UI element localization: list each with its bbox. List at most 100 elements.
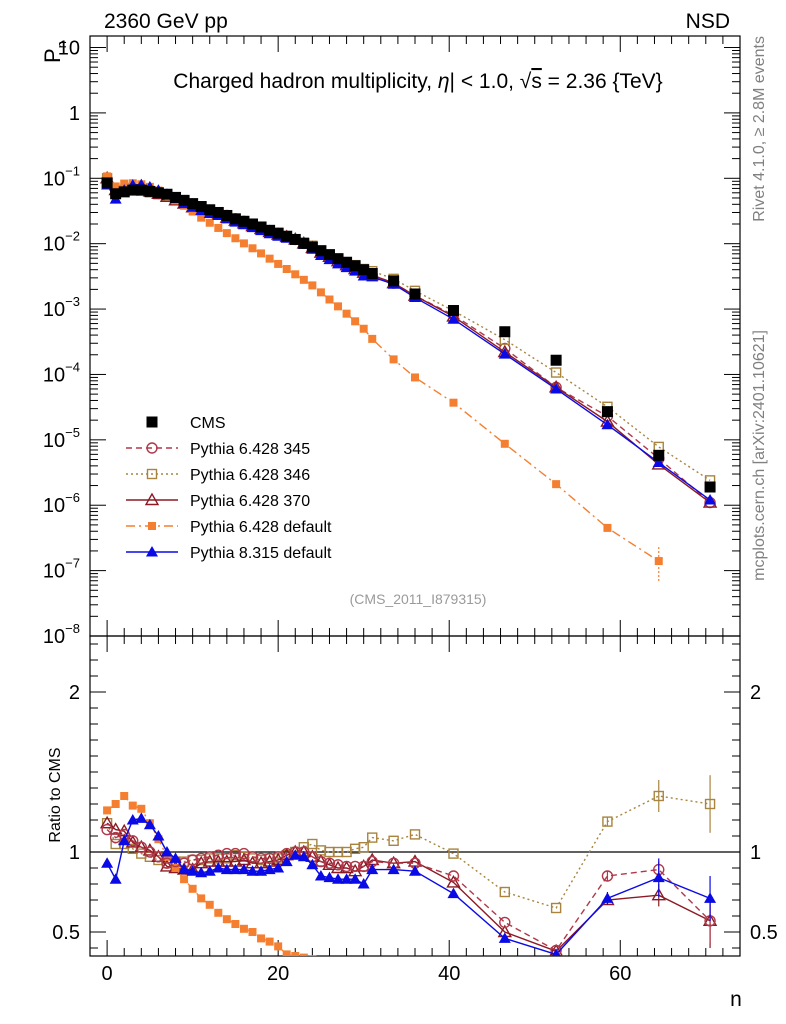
ratio-pythia-6-428-default-point bbox=[334, 976, 342, 984]
ratio-pythia-6-428-default-point bbox=[317, 965, 325, 973]
ratio-pythia-8-315-default-line bbox=[106, 817, 711, 956]
analysis-watermark: (CMS_2011_I879315) bbox=[350, 591, 487, 607]
main-pythia-8-315-default-point bbox=[447, 313, 460, 324]
main-pythia-6-428-default-point bbox=[257, 249, 266, 258]
ratio-pythia-8-315-default-point bbox=[387, 863, 400, 875]
ratio-pythia-8-315-default-point bbox=[498, 932, 511, 943]
main-cms-point bbox=[247, 218, 258, 230]
main-pythia-6-428-default-point bbox=[291, 270, 300, 279]
ratio-pythia-6-428-default-point bbox=[343, 979, 351, 987]
legend-label: Pythia 6.428 370 bbox=[190, 493, 310, 510]
main-cms-point bbox=[178, 194, 190, 206]
ratio-panel-axes: 0.5 0.51 12 20 20 40 60 bbox=[52, 635, 778, 985]
ratio-pythia-6-428-default-point bbox=[214, 908, 223, 917]
ratio-y-tick-label-right: 0.5 bbox=[750, 922, 778, 944]
ratio-pythia-8-315-default-point bbox=[229, 863, 242, 875]
ratio-pythia-6-428-345-point bbox=[601, 870, 614, 882]
main-pythia-6-428-default-point bbox=[654, 557, 663, 566]
ratio-pythia-6-428-default-point bbox=[265, 937, 274, 946]
ratio-pythia-8-315-default-point bbox=[186, 865, 199, 876]
ratio-pythia-6-428-default-point bbox=[222, 915, 231, 924]
ratio-pythia-6-428-370-point bbox=[142, 842, 158, 856]
main-y-tick-label: 10−2 bbox=[43, 229, 80, 256]
main-pythia-6-428-default-point bbox=[239, 239, 248, 248]
main-cms-point bbox=[653, 449, 665, 461]
ratio-pythia-6-428-346-point bbox=[499, 886, 511, 898]
ratio-pythia-6-428-345-point bbox=[255, 852, 267, 865]
ratio-y-tick-label-right: 1 bbox=[750, 842, 761, 864]
ratio-pythia-6-428-default-point bbox=[282, 950, 291, 956]
main-cms-point bbox=[264, 224, 276, 236]
legend: CMS Pythia 6.428 345 Pythia 6.428 346 Pythi… bbox=[126, 415, 332, 562]
ratio-pythia-6-428-345-point bbox=[340, 860, 353, 873]
main-pythia-6-428-default-point bbox=[103, 172, 112, 181]
main-cms-point bbox=[238, 215, 250, 227]
ratio-pythia-6-428-346-point bbox=[704, 798, 716, 810]
main-cms-point bbox=[221, 209, 233, 221]
ratio-pythia-6-428-346-point bbox=[358, 842, 369, 853]
ratio-pythia-8-315-default-point bbox=[195, 866, 208, 878]
ratio-pythia-8-315-default-point bbox=[447, 887, 460, 899]
ratio-pythia-6-428-345-point bbox=[212, 849, 224, 861]
main-cms-point bbox=[601, 406, 613, 418]
main-cms-point bbox=[341, 256, 353, 268]
ratio-pythia-6-428-370-point bbox=[159, 858, 175, 872]
ratio-pythia-8-315-default-point bbox=[349, 873, 362, 884]
ratio-pythia-8-315-default-point bbox=[357, 878, 370, 889]
ratio-frame bbox=[89, 635, 741, 957]
main-cms-point bbox=[704, 481, 716, 493]
main-y-tick-label: 10−3 bbox=[43, 294, 80, 321]
ratio-pythia-6-428-default-point bbox=[291, 952, 300, 956]
ratio-pythia-6-428-default-point bbox=[103, 806, 112, 815]
main-pythia-6-428-default-point bbox=[214, 223, 223, 232]
main-y-tick-label: 10−8 bbox=[43, 621, 80, 648]
ratio-pythia-6-428-345-point bbox=[263, 852, 276, 865]
main-pythia-8-315-default-point bbox=[498, 348, 511, 359]
main-pythia-6-428-default-point bbox=[351, 317, 360, 326]
ratio-pythia-6-428-345-point bbox=[221, 847, 233, 860]
ratio-pythia-6-428-345-point bbox=[315, 855, 327, 868]
x-tick-label: 0 bbox=[102, 963, 113, 985]
ratio-pythia-6-428-345-point bbox=[195, 852, 207, 865]
ratio-pythia-8-315-default-point bbox=[169, 852, 182, 863]
main-pythia-6-428-default-point bbox=[222, 229, 231, 238]
ratio-pythia-6-428-default-point bbox=[239, 924, 248, 933]
ratio-pythia-6-428-345-point bbox=[323, 857, 336, 869]
main-cms-point bbox=[447, 305, 459, 317]
main-pythia-8-315-default-point bbox=[550, 382, 563, 394]
main-pythia-6-428-default-point bbox=[359, 324, 368, 333]
ratio-pythia-8-315-default-point bbox=[704, 892, 717, 903]
ratio-y-tick-label: 2 bbox=[69, 682, 80, 704]
legend-marker bbox=[146, 416, 158, 428]
main-pythia-6-428-default-point bbox=[342, 309, 351, 318]
ratio-pythia-8-315-default-point bbox=[601, 892, 614, 903]
main-cms-point bbox=[144, 185, 156, 197]
legend-label: Pythia 6.428 345 bbox=[190, 441, 310, 458]
main-pythia-6-428-default-point bbox=[334, 302, 343, 311]
main-pythia-6-428-default-point bbox=[603, 523, 612, 532]
y-axis-label-main: Pn bbox=[40, 41, 69, 63]
ratio-pythia-6-428-345-point bbox=[499, 916, 511, 929]
ratio-pythia-8-315-default-point bbox=[332, 873, 345, 884]
main-cms-point bbox=[409, 288, 421, 300]
ratio-pythia-6-428-370-point bbox=[651, 887, 666, 901]
ratio-pythia-6-428-345-point bbox=[447, 870, 460, 882]
main-cms-point bbox=[499, 326, 511, 338]
main-pythia-8-315-default-point bbox=[704, 494, 717, 505]
main-pythia-6-428-default-point bbox=[552, 480, 561, 489]
main-cms-point bbox=[170, 191, 182, 203]
ratio-pythia-8-315-default-point bbox=[280, 855, 293, 867]
ratio-pythia-6-428-default-point bbox=[137, 804, 146, 813]
ratio-pythia-8-315-default-point bbox=[340, 873, 353, 884]
ratio-y-tick-label: 1 bbox=[69, 842, 80, 864]
main-cms-point bbox=[135, 184, 147, 196]
ratio-pythia-8-315-default-point bbox=[409, 865, 421, 876]
ratio-pythia-6-428-345-point bbox=[332, 859, 344, 871]
ratio-pythia-8-315-default-point bbox=[152, 830, 165, 841]
ratio-pythia-8-315-default-point bbox=[263, 863, 276, 875]
main-pythia-6-428-default-point bbox=[265, 254, 274, 263]
ratio-pythia-6-428-345-point bbox=[349, 860, 361, 873]
ratio-pythia-8-315-default-point bbox=[314, 870, 327, 881]
